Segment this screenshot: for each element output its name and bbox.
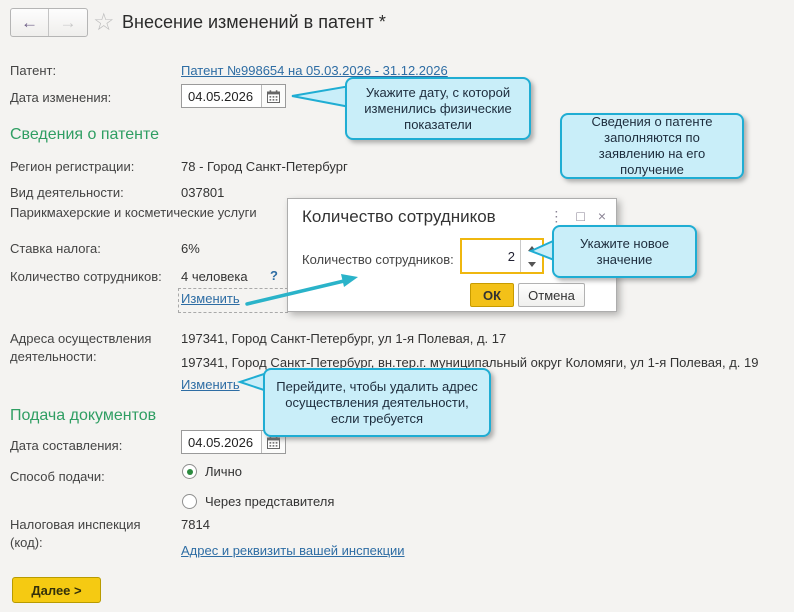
callout-text: Укажите новое значение <box>579 235 670 267</box>
compose-date-input[interactable] <box>182 431 261 453</box>
change-addresses-link[interactable]: Изменить <box>181 377 240 392</box>
activity-name-text: Парикмахерские и косметические услуги <box>10 205 257 220</box>
change-date-input[interactable] <box>182 85 261 107</box>
submit-method-label: Способ подачи: <box>10 469 105 484</box>
address-line: 197341, Город Санкт-Петербург, ул 1-я По… <box>181 331 507 346</box>
radio-label: Через представителя <box>205 494 335 509</box>
callout-text: Укажите дату, с которой изменились физич… <box>364 84 512 132</box>
region-label: Регион регистрации: <box>10 159 135 174</box>
callout-new-value-hint: Укажите новое значение <box>552 225 697 278</box>
address-line: 197341, Город Санкт-Петербург, вн.тер.г.… <box>181 355 759 370</box>
dialog-maximize-icon[interactable]: □ <box>576 208 585 224</box>
spinner-up-icon[interactable] <box>527 245 536 251</box>
employees-count-spinner <box>460 238 544 274</box>
change-date-field <box>181 84 286 108</box>
change-date-calendar-button[interactable] <box>261 85 285 107</box>
change-date-label: Дата изменения: <box>10 90 112 105</box>
employees-value: 4 человека <box>181 269 248 284</box>
dialog-title: Количество сотрудников <box>302 207 496 226</box>
callout-change-date-hint: Укажите дату, с которой изменились физич… <box>345 77 531 140</box>
next-button[interactable]: Далее > <box>12 577 101 603</box>
forward-arrow-icon: → <box>59 12 77 32</box>
tax-office-label: Налоговая инспекция (код): <box>10 517 141 550</box>
callout-pointer <box>291 84 351 109</box>
radio-option-in-person[interactable]: Лично <box>182 464 242 479</box>
activity-label: Вид деятельности: <box>10 185 124 200</box>
dialog-employees-label: Количество сотрудников: <box>302 252 454 267</box>
calendar-icon <box>267 435 280 449</box>
tax-rate-label: Ставка налога: <box>10 241 101 256</box>
spinner-buttons[interactable] <box>520 240 542 272</box>
addresses-label: Адреса осуществления деятельности: <box>10 331 152 364</box>
page-title: Внесение изменений в патент * <box>122 12 386 32</box>
tax-office-details-link[interactable]: Адрес и реквизиты вашей инспекции <box>181 543 405 558</box>
back-arrow-icon: ← <box>21 12 38 32</box>
employees-count-input[interactable] <box>462 240 520 272</box>
calendar-icon <box>267 89 280 103</box>
change-employees-link[interactable]: Изменить <box>181 291 240 306</box>
activity-code-value: 037801 <box>181 185 225 200</box>
radio-label: Лично <box>205 464 242 479</box>
tax-office-code-value: 7814 <box>181 517 210 532</box>
employees-label: Количество сотрудников: <box>10 269 162 284</box>
nav-history-group: ← → <box>10 8 88 37</box>
radio-option-representative[interactable]: Через представителя <box>182 494 334 509</box>
ok-button[interactable]: ОК <box>470 283 514 307</box>
tax-rate-value: 6% <box>181 241 200 256</box>
favorite-star-icon[interactable]: ☆ <box>93 9 115 36</box>
employees-help-icon[interactable]: ? <box>270 268 278 283</box>
back-button[interactable]: ← <box>11 9 49 36</box>
dialog-close-icon[interactable]: × <box>597 208 606 224</box>
region-value: 78 - Город Санкт-Петербург <box>181 159 348 174</box>
radio-unselected-icon[interactable] <box>182 494 197 509</box>
cancel-button[interactable]: Отмена <box>518 283 585 307</box>
submission-section-header: Подача документов <box>10 407 157 424</box>
radio-selected-icon[interactable] <box>182 464 197 479</box>
dialog-menu-icon[interactable]: ⋮ <box>549 208 564 224</box>
forward-button[interactable]: → <box>49 9 87 36</box>
callout-address-hint: Перейдите, чтобы удалить адрес осуществл… <box>263 368 491 437</box>
callout-patent-info-hint: Сведения о патенте заполняются по заявле… <box>560 113 744 179</box>
callout-text: Сведения о патенте заполняются по заявле… <box>591 114 713 177</box>
compose-date-label: Дата составления: <box>10 438 123 453</box>
patent-info-section-header: Сведения о патенте <box>10 126 160 143</box>
patent-link[interactable]: Патент №998654 на 05.03.2026 - 31.12.202… <box>181 63 448 78</box>
spinner-down-icon[interactable] <box>527 261 536 267</box>
patent-label: Патент: <box>10 63 57 78</box>
callout-text: Перейдите, чтобы удалить адрес осуществл… <box>276 378 478 426</box>
